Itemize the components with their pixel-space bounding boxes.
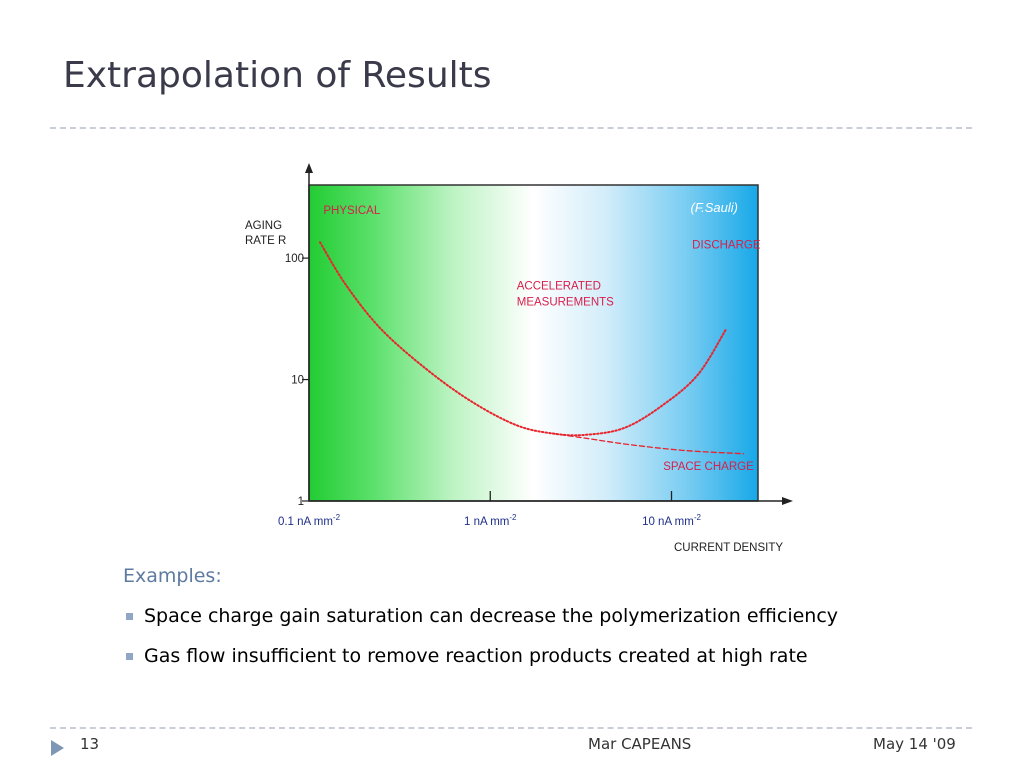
play-triangle-icon: [51, 740, 64, 756]
slide-title: Extrapolation of Results: [63, 55, 492, 96]
page-number: 13: [80, 735, 100, 753]
x-tick-label: 10 nA mm-2: [642, 513, 701, 528]
y-axis-arrow: [305, 163, 313, 173]
bullet-text: Space charge gain saturation can decreas…: [144, 605, 839, 627]
region-label-line: ACCELERATED: [517, 281, 601, 293]
examples-heading: Examples:: [123, 565, 222, 587]
x-tick-label-text: 1 nA mm: [464, 516, 509, 528]
axes: [305, 163, 793, 505]
x-tick-label-text: 10 nA mm: [642, 516, 694, 528]
x-tick-label: 1 nA mm-2: [464, 513, 517, 528]
region-label-line: MEASUREMENTS: [517, 297, 614, 309]
title-divider: [50, 127, 972, 129]
y-axis-label: AGING RATE R: [245, 220, 286, 247]
region-label: DISCHARGE: [692, 239, 761, 251]
x-tick-label-exponent: -2: [694, 513, 702, 522]
region-label-line: SPACE CHARGE: [663, 461, 754, 473]
region-labels: PHYSICAL ACCELERATED MEASUREMENTS DISCHARGE…: [323, 205, 761, 473]
bullet-list: Space charge gain saturation can decreas…: [126, 603, 838, 683]
square-bullet-icon: [126, 653, 133, 660]
y-tick-label: 10: [291, 375, 304, 387]
y-axis-label-line: RATE R: [245, 235, 286, 247]
space-charge-curve: [551, 432, 745, 455]
x-tick-label-text: 0.1 nA mm: [278, 516, 333, 528]
credit-label: (F.Sauli): [691, 200, 738, 215]
x-tick-label-exponent: -2: [509, 513, 517, 522]
x-tick-label: 0.1 nA mm-2: [278, 513, 341, 528]
footer-author: Mar CAPEANS: [588, 735, 692, 753]
y-axis-label-line: AGING: [245, 220, 282, 232]
region-label-line: PHYSICAL: [323, 205, 380, 217]
aging-rate-curve: [319, 241, 728, 437]
bullet-text: Gas flow insufficient to remove reaction…: [144, 645, 808, 667]
footer-date: May 14 '09: [873, 735, 956, 753]
region-label: PHYSICAL: [323, 205, 380, 217]
x-axis-label: CURRENT DENSITY: [674, 542, 783, 554]
footer-divider: [50, 727, 972, 729]
region-label: SPACE CHARGE: [663, 461, 754, 473]
plot-background: [308, 184, 759, 502]
y-tick-label: 1: [298, 496, 304, 508]
bullet-item: Gas flow insufficient to remove reaction…: [126, 643, 838, 683]
x-tick-label-exponent: -2: [333, 513, 341, 522]
y-tick-label: 100: [285, 253, 304, 265]
bullet-item: Space charge gain saturation can decreas…: [126, 603, 838, 643]
region-label-line: DISCHARGE: [692, 239, 761, 251]
curves: [319, 241, 745, 455]
x-axis-arrow: [782, 497, 793, 505]
square-bullet-icon: [126, 613, 133, 620]
region-label: ACCELERATED MEASUREMENTS: [517, 281, 614, 309]
